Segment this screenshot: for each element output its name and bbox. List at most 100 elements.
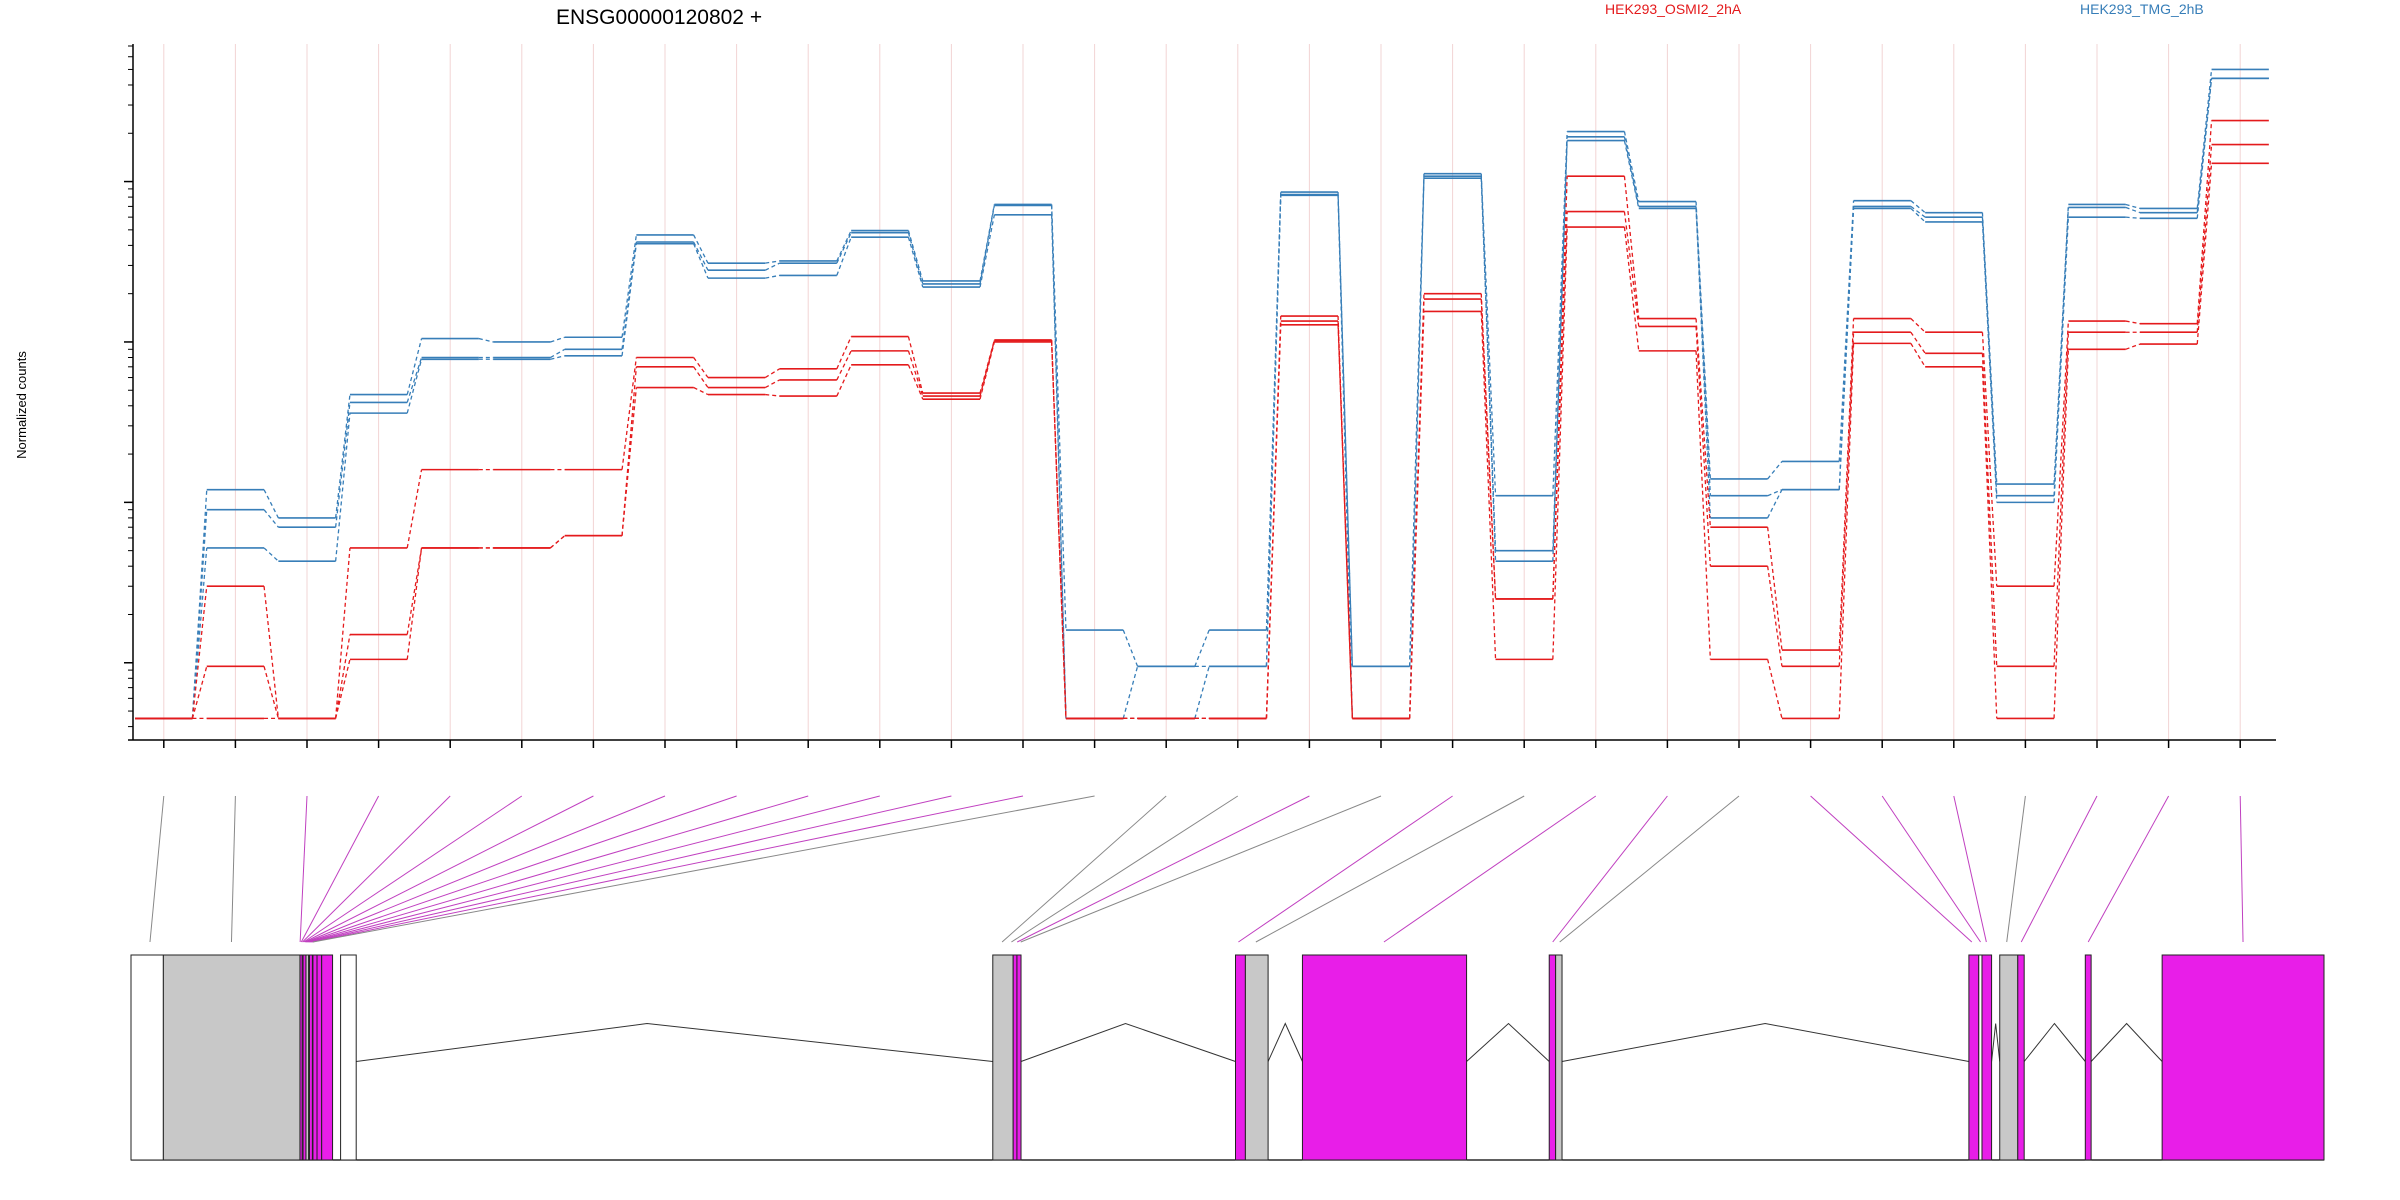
axes <box>124 44 2276 748</box>
series-transition <box>1910 205 1926 218</box>
series-transition <box>1981 353 1998 667</box>
exon-feature <box>1016 954 1022 1161</box>
connector-e026 <box>1953 795 1987 943</box>
series-transition <box>1122 629 1139 667</box>
connector-e015 <box>1001 795 1167 943</box>
series-transition <box>1623 211 1640 327</box>
gridlines <box>163 44 2241 740</box>
series-transition <box>1552 227 1568 660</box>
series-transition <box>1480 299 1497 599</box>
series-transition <box>2125 320 2141 325</box>
series-layer <box>135 68 2269 720</box>
series-transition <box>406 359 423 414</box>
series-transition <box>1337 321 1354 719</box>
series-transition <box>334 634 351 719</box>
series-transition <box>1910 207 1926 223</box>
exon-feature <box>1981 954 1993 1161</box>
series-transition <box>2125 206 2141 214</box>
series-0 <box>135 68 2269 720</box>
series-transition <box>550 535 566 549</box>
series-transition <box>1265 316 1282 719</box>
series-transition <box>550 355 565 360</box>
series-transition <box>1050 204 1067 631</box>
series-transition <box>1552 211 1568 599</box>
connector-e027 <box>2006 795 2026 943</box>
series-transition <box>1981 366 1998 719</box>
connector-e018 <box>1020 795 1382 943</box>
series-transition <box>1122 666 1139 719</box>
series-transition <box>836 230 852 262</box>
series-transition <box>1480 178 1497 562</box>
connector-e016 <box>1011 795 1239 943</box>
series-transition <box>1766 566 1783 667</box>
series-transition <box>1695 326 1712 567</box>
series-transition <box>1766 527 1783 651</box>
gene-model <box>130 954 2325 1161</box>
intron-line <box>1991 1023 2001 1062</box>
series-transition <box>2053 217 2070 503</box>
series-transition <box>550 348 566 359</box>
exon-feature <box>130 954 164 1161</box>
series-transition <box>907 364 924 400</box>
series-transition <box>1480 173 1497 496</box>
connector-e009 <box>306 795 737 943</box>
series-transition <box>836 364 852 397</box>
series-transition <box>1480 311 1497 660</box>
exon-feature <box>305 954 310 1161</box>
series-transition <box>1838 343 1855 719</box>
series-transition <box>1910 318 1926 333</box>
exon-feature <box>2161 954 2325 1161</box>
series-transition <box>406 469 423 549</box>
series-transition <box>1408 311 1425 719</box>
legend-entry-osmi2: HEK293_OSMI2_2hA <box>1605 1 1742 17</box>
intron-line <box>1466 1022 1550 1062</box>
connector-e029 <box>2087 795 2170 943</box>
series-transition <box>621 366 638 536</box>
exon-feature <box>308 954 313 1161</box>
connector-e001 <box>149 795 165 943</box>
series-1 <box>135 77 2269 720</box>
exon-feature <box>299 954 303 1161</box>
series-transition <box>406 547 423 660</box>
connector-e022 <box>1552 795 1668 943</box>
intron-line <box>2023 1022 2086 1062</box>
exon-feature <box>1999 954 2019 1161</box>
intron-line <box>356 1022 993 1062</box>
series-transition <box>907 230 924 282</box>
series-transition <box>2053 321 2070 587</box>
connector-e014 <box>312 795 1095 943</box>
exon-feature <box>1235 954 1246 1161</box>
series-transition <box>1050 340 1067 719</box>
series-transition <box>263 547 279 562</box>
series-transition <box>1050 339 1067 719</box>
series-transition <box>1623 140 1640 209</box>
connector-e019 <box>1238 795 1453 943</box>
exon-feature <box>312 954 318 1161</box>
series-transition <box>621 357 638 470</box>
series-transition <box>191 586 208 719</box>
series-transition <box>1337 195 1354 667</box>
connector-e006 <box>303 795 523 943</box>
series-transition <box>334 413 351 562</box>
series-transition <box>550 336 565 343</box>
series-transition <box>1910 331 1926 354</box>
series-transition <box>765 393 780 397</box>
connector-e024 <box>1810 795 1973 943</box>
series-transition <box>764 379 780 389</box>
intron-line <box>2090 1022 2163 1062</box>
connector-e023 <box>1559 795 1740 943</box>
series-transition <box>836 232 852 264</box>
series-transition <box>1981 332 1998 587</box>
series-transition <box>191 547 208 719</box>
series-transition <box>1910 343 1926 368</box>
series-transition <box>406 338 423 395</box>
series-transition <box>907 350 924 397</box>
series-transition <box>621 387 638 536</box>
exon-feature <box>1301 954 1468 1161</box>
series-transition <box>334 547 351 719</box>
exon-feature <box>162 954 301 1161</box>
exon-feature <box>2017 954 2025 1161</box>
series-transition <box>1695 201 1712 479</box>
intron-line <box>1561 1022 1969 1062</box>
